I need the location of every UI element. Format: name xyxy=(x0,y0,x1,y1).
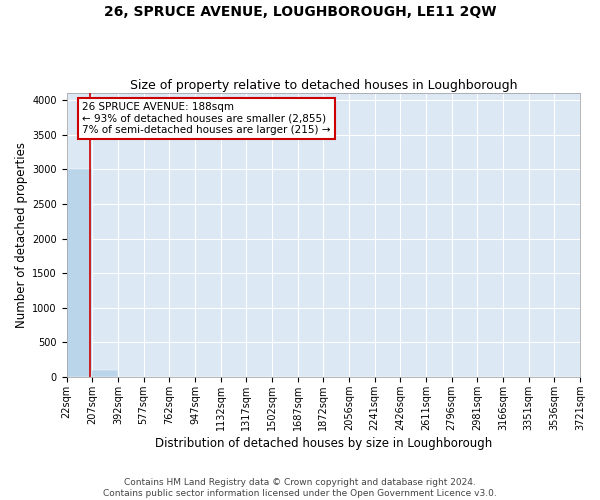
X-axis label: Distribution of detached houses by size in Loughborough: Distribution of detached houses by size … xyxy=(155,437,492,450)
Y-axis label: Number of detached properties: Number of detached properties xyxy=(15,142,28,328)
Text: 26, SPRUCE AVENUE, LOUGHBOROUGH, LE11 2QW: 26, SPRUCE AVENUE, LOUGHBOROUGH, LE11 2Q… xyxy=(104,5,496,19)
Text: Contains HM Land Registry data © Crown copyright and database right 2024.
Contai: Contains HM Land Registry data © Crown c… xyxy=(103,478,497,498)
Bar xyxy=(67,170,92,377)
Title: Size of property relative to detached houses in Loughborough: Size of property relative to detached ho… xyxy=(130,79,517,92)
Bar xyxy=(92,370,118,377)
Text: 26 SPRUCE AVENUE: 188sqm
← 93% of detached houses are smaller (2,855)
7% of semi: 26 SPRUCE AVENUE: 188sqm ← 93% of detach… xyxy=(82,102,331,135)
